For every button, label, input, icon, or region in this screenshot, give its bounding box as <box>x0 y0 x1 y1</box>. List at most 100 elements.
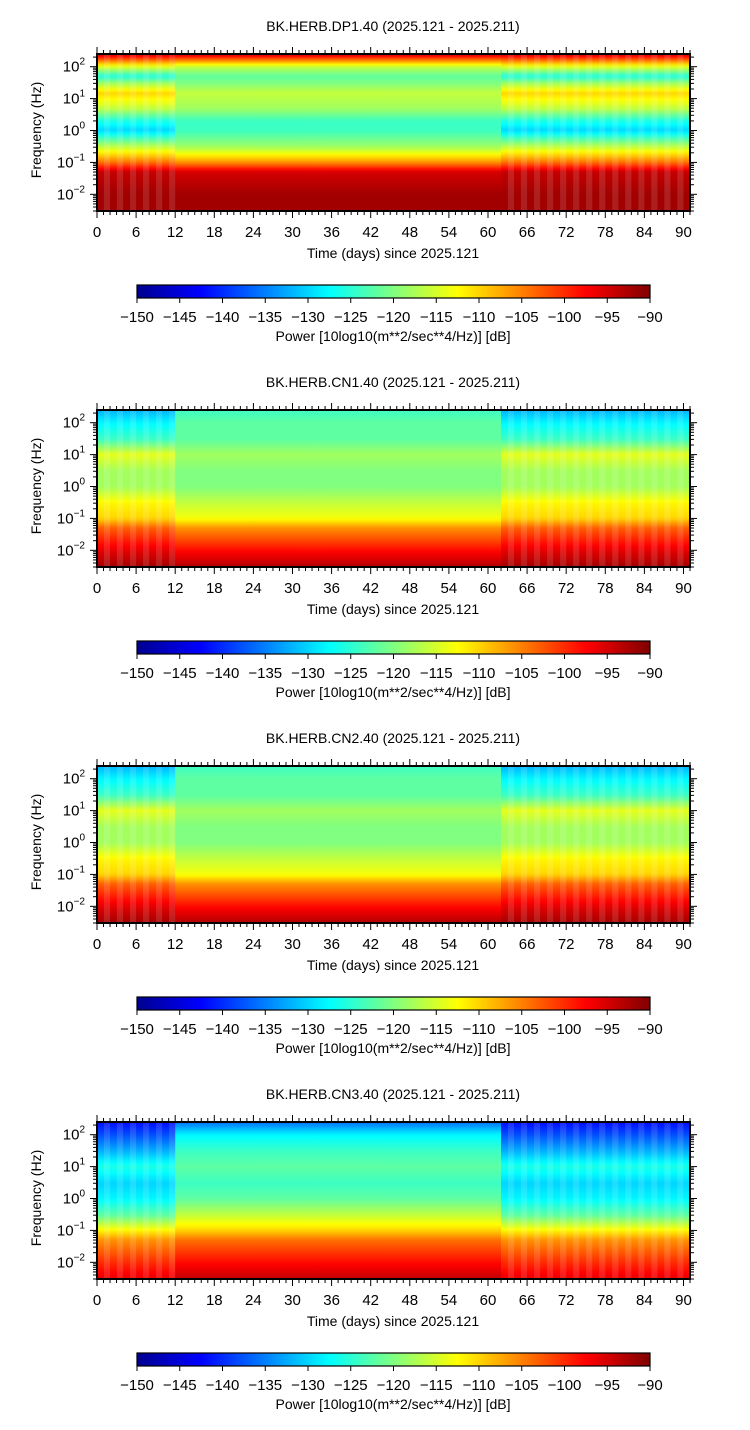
spectrogram-panel-cn2: BK.HERB.CN2.40 (2025.121 - 2025.211) Fre… <box>0 712 750 1068</box>
spectrogram-day-column <box>644 766 652 923</box>
spectrogram-day-column-quiet <box>468 410 476 567</box>
spectrogram-day-column <box>650 1122 658 1279</box>
spectrogram-day-column <box>624 1122 632 1279</box>
spectrogram-day-column <box>149 766 157 923</box>
spectrogram-day-column-quiet <box>494 410 502 567</box>
colorbar-tick-label: −100 <box>548 1377 582 1394</box>
spectrogram-day-column-quiet <box>318 1122 326 1279</box>
y-tick-label: 102 <box>63 413 86 432</box>
spectrogram-day-column <box>97 54 104 211</box>
spectrogram-day-column-quiet <box>429 1122 437 1279</box>
colorbar-tick-label: −115 <box>420 309 453 326</box>
x-tick-label: 66 <box>519 580 536 597</box>
spectrogram-day-column <box>553 766 561 923</box>
spectrogram-day-column <box>572 410 580 567</box>
spectrogram-day-column <box>507 54 515 211</box>
x-tick-label: 0 <box>93 224 101 241</box>
x-tick-label: 78 <box>597 1292 614 1309</box>
spectrogram-day-column <box>644 1122 652 1279</box>
spectrogram-day-column-quiet <box>357 410 365 567</box>
colorbar-tick-label: −115 <box>420 1021 453 1038</box>
spectrogram-day-column <box>520 410 528 567</box>
spectrogram-day-column-quiet <box>448 1122 456 1279</box>
spectrogram-day-column-quiet <box>312 54 319 211</box>
spectrogram-day-column-quiet <box>325 410 332 567</box>
spectrogram-day-column-quiet <box>481 410 489 567</box>
colorbar-tick-label: −115 <box>420 1377 453 1394</box>
spectrogram-day-column-quiet <box>318 410 326 567</box>
spectrogram-day-column <box>631 54 639 211</box>
spectrogram-day-column <box>155 54 163 211</box>
spectrogram-day-column-quiet <box>292 1122 300 1279</box>
spectrogram-day-column-quiet <box>272 54 280 211</box>
colorbar-tick-label: −150 <box>120 1377 154 1394</box>
spectrogram-day-column-quiet <box>299 410 306 567</box>
y-tick-label: 10−2 <box>57 896 86 915</box>
x-tick-label: 66 <box>519 1292 536 1309</box>
x-tick-label: 42 <box>362 1292 379 1309</box>
spectrogram-day-column-quiet <box>338 1122 346 1279</box>
x-tick-label: 12 <box>167 1292 184 1309</box>
x-tick-label: 48 <box>401 1292 418 1309</box>
y-tick-label: 102 <box>63 1125 86 1144</box>
spectrogram-day-column-quiet <box>383 1122 391 1279</box>
x-tick-label: 6 <box>132 936 140 953</box>
spectrogram-columns <box>97 410 691 567</box>
colorbar-tick-label: −140 <box>206 309 240 326</box>
colorbar-tick-label: −150 <box>120 309 154 326</box>
spectrogram-day-column <box>110 766 117 923</box>
x-tick-label: 18 <box>206 936 223 953</box>
spectrogram-day-column-quiet <box>409 766 417 923</box>
spectrogram-day-column-quiet <box>494 766 502 923</box>
y-tick-label: 102 <box>63 769 86 788</box>
spectrogram-day-column-quiet <box>201 54 209 211</box>
spectrogram-day-column <box>683 54 691 211</box>
spectrogram-day-column <box>631 410 639 567</box>
spectrogram-day-column <box>520 1122 528 1279</box>
spectrogram-day-column <box>110 54 117 211</box>
spectrogram-day-column <box>683 766 691 923</box>
spectrogram-day-column-quiet <box>188 1122 196 1279</box>
colorbar-tick-label: −135 <box>248 665 282 682</box>
spectrogram-day-column-quiet <box>416 1122 424 1279</box>
spectrogram-day-column <box>103 410 111 567</box>
spectrogram-day-column-quiet <box>383 766 391 923</box>
spectrogram-day-column-quiet <box>233 410 241 567</box>
spectrogram-day-column <box>676 54 684 211</box>
spectrogram-day-column <box>110 1122 117 1279</box>
spectrogram-day-column-quiet <box>468 766 476 923</box>
y-tick-label: 101 <box>63 89 86 108</box>
spectrogram-day-column-quiet <box>442 54 450 211</box>
y-tick-label: 10−2 <box>57 540 86 559</box>
x-axis-ticks <box>96 47 691 218</box>
spectrogram-day-column-quiet <box>312 766 319 923</box>
colorbar-tick-label: −130 <box>291 1021 325 1038</box>
x-tick-label: 6 <box>132 1292 140 1309</box>
y-tick-label: 101 <box>63 801 86 820</box>
spectrogram-day-column-quiet <box>357 54 365 211</box>
spectrogram-day-column-quiet <box>214 1122 222 1279</box>
spectrogram-day-column-quiet <box>246 1122 254 1279</box>
spectrogram-day-column <box>566 1122 574 1279</box>
spectrogram-day-column <box>663 410 671 567</box>
spectrogram-day-column <box>572 54 580 211</box>
spectrogram-day-column-quiet <box>383 410 391 567</box>
spectrogram-day-column <box>683 410 691 567</box>
spectrogram-day-column-quiet <box>207 54 215 211</box>
spectrogram-day-column-quiet <box>181 410 189 567</box>
spectrogram-day-column-quiet <box>481 766 489 923</box>
spectrogram-day-column-quiet <box>481 54 489 211</box>
spectrogram-day-column-quiet <box>214 54 222 211</box>
spectrogram-day-column-quiet <box>175 54 183 211</box>
spectrogram-day-column-quiet <box>364 766 372 923</box>
colorbar-tick-label: −145 <box>163 1021 197 1038</box>
spectrogram-day-column <box>572 766 580 923</box>
spectrogram-day-column-quiet <box>390 54 398 211</box>
spectrogram-day-column <box>123 410 130 567</box>
spectrogram-day-column-quiet <box>416 410 424 567</box>
spectrogram-columns <box>97 766 691 923</box>
spectrogram-day-column-quiet <box>494 1122 502 1279</box>
spectrogram-day-column-quiet <box>318 766 326 923</box>
spectrogram-day-column <box>605 410 613 567</box>
